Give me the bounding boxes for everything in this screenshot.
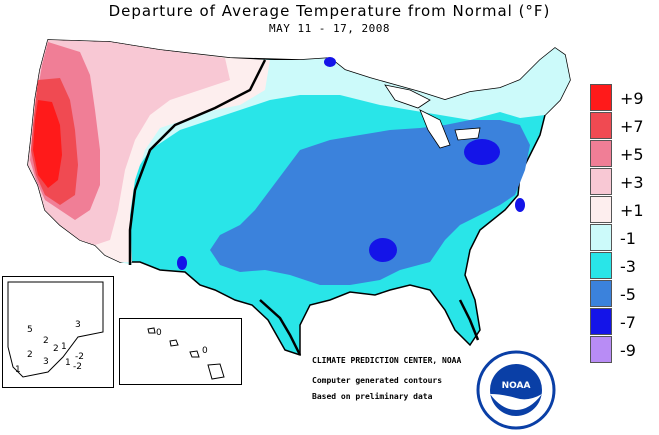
- legend-swatch: [590, 280, 612, 307]
- hawaii-inset: 0 0: [119, 318, 242, 385]
- alaska-inset: 5 3 2 2 2 1 -2 -2 3 1 1: [2, 276, 114, 388]
- legend-item: +5: [590, 140, 656, 167]
- map-date-range: MAY 11 - 17, 2008: [268, 22, 391, 35]
- legend-swatch: [590, 84, 612, 111]
- legend-item: -7: [590, 308, 656, 335]
- contour-minus7-nc: [515, 198, 525, 212]
- legend-label: -5: [620, 285, 636, 304]
- contour-minus7-minnesota: [324, 57, 336, 67]
- legend-item: -1: [590, 224, 656, 251]
- contour-minus7-mississippi: [369, 238, 397, 262]
- legend-swatch: [590, 140, 612, 167]
- contour-minus7-ohio: [464, 139, 500, 165]
- great-lakes: [384, 84, 481, 149]
- legend-swatch: [590, 196, 612, 223]
- alaska-label: 2: [43, 336, 49, 346]
- alaska-map: 5 3 2 2 2 1 -2 -2 3 1 1: [7, 281, 104, 378]
- zero-contour-west: [128, 59, 267, 265]
- legend-item: +7: [590, 112, 656, 139]
- legend-item: -5: [590, 280, 656, 307]
- legend-label: +7: [620, 117, 644, 136]
- alaska-label: 5: [27, 325, 33, 335]
- legend-swatch: [590, 168, 612, 195]
- legend-label: -1: [620, 229, 636, 248]
- legend-label: +5: [620, 145, 644, 164]
- alaska-label: 1: [61, 342, 67, 352]
- alaska-label: 2: [27, 350, 33, 360]
- alaska-label: 1: [65, 358, 71, 368]
- noaa-logo: NOAA: [476, 350, 556, 430]
- legend-label: -7: [620, 313, 636, 332]
- zero-contour-florida: [458, 299, 480, 341]
- map-title: Departure of Average Temperature from No…: [108, 2, 551, 20]
- legend-item: -3: [590, 252, 656, 279]
- alaska-label: -2: [75, 352, 84, 362]
- legend-label: +9: [620, 89, 644, 108]
- hawaii-map: 0 0: [147, 327, 225, 380]
- alaska-label: 3: [75, 320, 81, 330]
- alaska-label: 1: [15, 365, 21, 375]
- legend-item: +1: [590, 196, 656, 223]
- legend-swatch: [590, 224, 612, 251]
- alaska-label: 3: [43, 357, 49, 367]
- alaska-label: 2: [53, 344, 59, 354]
- legend-item: -9: [590, 336, 656, 363]
- noaa-logo-text: NOAA: [502, 381, 531, 391]
- legend-item: +9: [590, 84, 656, 111]
- contour-minus5: [210, 120, 530, 285]
- alaska-label: -2: [73, 362, 82, 372]
- legend-swatch: [590, 252, 612, 279]
- contour-minus7-texas: [177, 256, 187, 270]
- contour-plus9: [33, 100, 62, 188]
- legend-label: -3: [620, 257, 636, 276]
- zero-contour-gulf: [259, 299, 302, 356]
- legend-label: -9: [620, 341, 636, 360]
- legend-swatch: [590, 336, 612, 363]
- legend-swatch: [590, 308, 612, 335]
- legend-label: +3: [620, 173, 644, 192]
- hawaii-label: 0: [202, 346, 208, 356]
- credit-line2: Based on preliminary data: [312, 392, 433, 401]
- legend-item: +3: [590, 168, 656, 195]
- legend-label: +1: [620, 201, 644, 220]
- hawaii-label: 0: [156, 328, 162, 338]
- credit-center: CLIMATE PREDICTION CENTER, NOAA: [312, 356, 462, 365]
- legend-swatch: [590, 112, 612, 139]
- credit-line1: Computer generated contours: [312, 376, 443, 385]
